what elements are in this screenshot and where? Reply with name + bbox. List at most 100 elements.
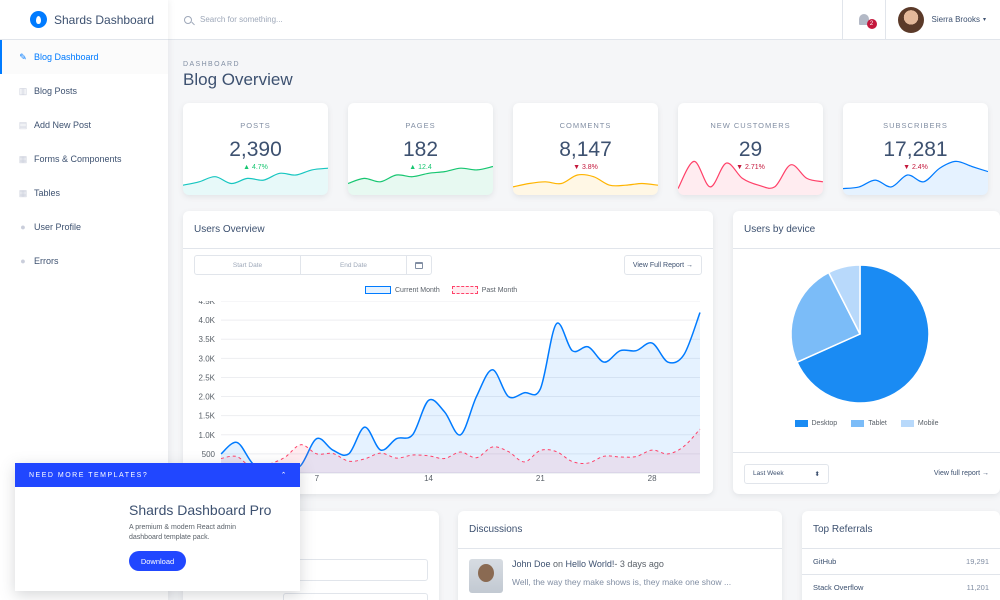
- y-tick-label: 2.0K: [199, 393, 216, 402]
- pie-slice-desktop[interactable]: [796, 264, 930, 404]
- discussions-title: Discussions: [458, 511, 782, 549]
- brand[interactable]: Shards Dashboard: [0, 0, 168, 40]
- user-name: Sierra Brooks: [931, 15, 980, 24]
- promo-title: Shards Dashboard Pro: [129, 502, 272, 518]
- discussion-post[interactable]: Hello World!: [565, 559, 615, 569]
- stat-label: NEW CUSTOMERS: [710, 121, 791, 130]
- y-tick-label: 4.0K: [199, 316, 216, 325]
- pie-legend: Desktop Tablet Mobile: [733, 420, 1000, 427]
- referral-row[interactable]: GitHub 19,291: [802, 549, 1000, 575]
- series-area-current-month: [221, 312, 700, 474]
- sidebar-item-tables[interactable]: ▦ Tables: [0, 176, 168, 210]
- series-line-past-month: [220, 428, 701, 470]
- stat-label: POSTS: [240, 121, 271, 130]
- line-chart-legend: Current Month Past Month: [365, 286, 529, 294]
- sparkline: [678, 160, 823, 195]
- note-add-icon: ▤: [18, 119, 28, 130]
- discussion-author[interactable]: John Doe: [512, 559, 551, 569]
- sparkline: [348, 165, 493, 195]
- stat-value: 17,281: [883, 138, 948, 161]
- legend-label: Current Month: [395, 286, 440, 294]
- page-subtitle: DASHBOARD: [183, 61, 240, 68]
- notifications-button[interactable]: 2: [841, 0, 886, 40]
- legend-label: Mobile: [917, 420, 939, 427]
- stat-label: PAGES: [405, 121, 436, 130]
- legend-past-month[interactable]: Past Month: [451, 286, 518, 294]
- stat-change: ▼ 3.8%: [513, 164, 658, 171]
- y-tick-label: 2.5K: [199, 373, 216, 382]
- y-tick-label: 3.0K: [199, 354, 216, 363]
- sidebar-item-label: Blog Dashboard: [34, 52, 99, 62]
- x-tick-label: 7: [315, 474, 320, 483]
- shards-logo-icon: [30, 11, 47, 28]
- view-full-report-link[interactable]: View full report →: [933, 470, 989, 477]
- chevron-up-icon[interactable]: ⌃: [280, 472, 288, 479]
- discussions-card: Discussions John Doe on Hello World!- 3 …: [458, 511, 782, 600]
- sidebar-item-user-profile[interactable]: ● User Profile: [0, 210, 168, 244]
- promo-popup: NEED MORE TEMPLATES? ⌃ Shards Dashboard …: [15, 463, 300, 591]
- draft-content-input[interactable]: [283, 593, 428, 600]
- stat-value: 8,147: [559, 138, 612, 161]
- stat-card-new-customers: NEW CUSTOMERS 29 ▼ 2.71%: [678, 103, 823, 195]
- pie-legend-tablet[interactable]: Tablet: [851, 420, 887, 427]
- range-select[interactable]: Last Week ⬍: [744, 463, 829, 484]
- sidebar-item-blog-posts[interactable]: ▥ Blog Posts: [0, 74, 168, 108]
- referral-count: 11,201: [966, 583, 989, 592]
- search-icon: [184, 15, 192, 24]
- arrow-up-icon: ▲: [409, 164, 419, 171]
- referral-name: Stack Overflow: [813, 583, 864, 592]
- sparkline-area: [843, 161, 988, 195]
- legend-label: Tablet: [868, 420, 887, 427]
- pie-legend-desktop[interactable]: Desktop: [794, 420, 838, 427]
- stat-value: 2,390: [229, 138, 282, 161]
- legend-label: Desktop: [811, 420, 838, 427]
- search-input[interactable]: [200, 15, 500, 24]
- discussion-meta: John Doe on Hello World!- 3 days ago: [512, 559, 664, 569]
- pie-legend-mobile[interactable]: Mobile: [900, 420, 939, 427]
- sidebar-item-label: Blog Posts: [34, 86, 78, 96]
- legend-current-month[interactable]: Current Month: [365, 286, 440, 294]
- sidebar-item-errors[interactable]: ● Errors: [0, 244, 168, 278]
- stat-label: SUBSCRIBERS: [883, 121, 948, 130]
- calendar-icon[interactable]: [407, 256, 431, 274]
- y-tick-label: 4.5K: [199, 301, 216, 306]
- pie-slice-mobile[interactable]: [827, 264, 861, 335]
- referral-row[interactable]: Stack Overflow 11,201: [802, 575, 1000, 600]
- sparkline-area: [678, 161, 823, 195]
- legend-swatch: [900, 420, 914, 427]
- referral-count: 19,291: [966, 557, 989, 566]
- y-tick-label: 500: [202, 450, 216, 459]
- discussion-avatar: [469, 559, 503, 593]
- end-date-input[interactable]: [301, 256, 407, 274]
- error-icon: ●: [20, 256, 26, 266]
- start-date-input[interactable]: [195, 256, 301, 274]
- sidebar-item-forms-components[interactable]: ▦ Forms & Components: [0, 142, 168, 176]
- series-area-past-month: [221, 429, 700, 473]
- stat-change: ▲ 12.4: [348, 164, 493, 171]
- y-tick-label: 1.5K: [199, 412, 216, 421]
- discussion-item[interactable]: John Doe on Hello World!- 3 days ago Wel…: [458, 549, 782, 600]
- stat-card-pages: PAGES 182 ▲ 12.4: [348, 103, 493, 195]
- range-select-value: Last Week: [753, 470, 784, 477]
- legend-swatch: [451, 286, 478, 294]
- user-menu[interactable]: Sierra Brooks ▾: [886, 6, 1000, 33]
- sidebar-item-blog-dashboard[interactable]: ✎ Blog Dashboard: [0, 40, 168, 74]
- arrow-down-icon: ▼: [573, 164, 582, 171]
- pie-slice-tablet[interactable]: [790, 271, 862, 364]
- stat-change: ▲ 4.7%: [183, 164, 328, 171]
- sidebar-item-label: User Profile: [34, 222, 82, 232]
- date-range: [194, 255, 432, 275]
- device-pie-chart: [790, 264, 930, 404]
- legend-label: Past Month: [481, 286, 518, 294]
- sparkline: [513, 173, 658, 195]
- download-button[interactable]: Download: [129, 551, 186, 571]
- y-tick-label: 3.5K: [199, 335, 216, 344]
- users-line-chart: 500 1.0K 1.5K 2.0K 2.5K 3.0K 3.5K 4.0K 4.5K 7 14 21…: [199, 301, 701, 483]
- sidebar-item-add-new-post[interactable]: ▤ Add New Post: [0, 108, 168, 142]
- brand-name: Shards Dashboard: [54, 12, 155, 27]
- view-full-report-button[interactable]: View Full Report →: [623, 255, 702, 275]
- draft-title-input[interactable]: [283, 559, 428, 581]
- promo-header[interactable]: NEED MORE TEMPLATES? ⌃: [15, 463, 300, 487]
- x-tick-label: 21: [536, 474, 545, 483]
- pencil-icon: ✎: [19, 51, 27, 62]
